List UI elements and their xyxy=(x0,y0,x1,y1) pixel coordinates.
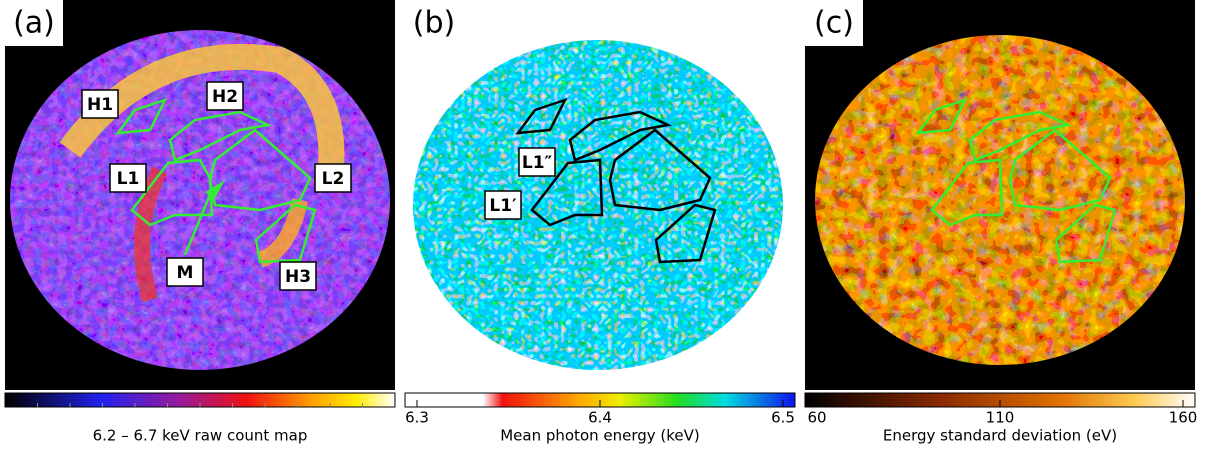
region-label: H1 xyxy=(87,95,113,115)
panel-label: (c) xyxy=(814,6,854,41)
region-label-box xyxy=(314,163,352,193)
panel-label-box xyxy=(405,0,463,46)
image-b xyxy=(405,0,795,390)
region-label-box xyxy=(206,81,244,111)
colorbar-label: Energy standard deviation (eV) xyxy=(883,427,1117,445)
region-label-box xyxy=(81,89,119,119)
tick-label: 6.5 xyxy=(771,409,795,427)
region-label: L1′ xyxy=(489,196,517,216)
region-label-box xyxy=(109,163,147,193)
panel-label-box xyxy=(5,0,63,46)
region-label: L1 xyxy=(117,169,140,189)
tick-label: 110 xyxy=(986,409,1015,427)
image-c xyxy=(805,0,1195,390)
colorbar-label: Mean photon energy (keV) xyxy=(500,427,700,445)
region-label: L1″ xyxy=(522,153,553,173)
region-label-box xyxy=(484,190,522,220)
panel-label: (b) xyxy=(413,6,455,41)
panel-label: (a) xyxy=(13,6,55,41)
colorbar-label: 6.2 – 6.7 keV raw count map xyxy=(93,427,308,445)
region-label-box xyxy=(166,257,204,287)
tick-label: 6.3 xyxy=(405,409,429,427)
region-label-box xyxy=(518,147,556,177)
tick-label: 160 xyxy=(1169,409,1198,427)
tick-label: 6.4 xyxy=(588,409,612,427)
region-label-box xyxy=(279,261,317,291)
image-a xyxy=(5,0,395,390)
region-label: H2 xyxy=(212,87,238,107)
region-label: M xyxy=(177,263,194,283)
region-label: H3 xyxy=(285,267,311,287)
region-label: L2 xyxy=(322,169,345,189)
panel-label-box xyxy=(805,0,863,46)
tick-label: 60 xyxy=(807,409,826,427)
